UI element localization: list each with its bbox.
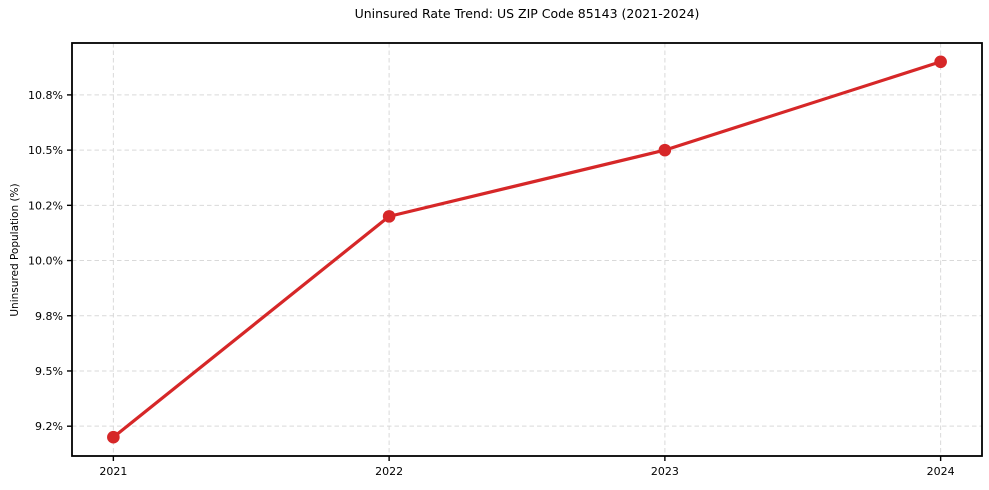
x-tick-label: 2023 [651, 465, 679, 478]
data-point [658, 143, 672, 157]
data-point [107, 430, 120, 444]
trend-line [111, 60, 943, 439]
y-tick-label: 9.8% [35, 310, 63, 323]
y-tick-label: 10.0% [28, 255, 63, 268]
y-tick-label: 9.5% [35, 365, 63, 378]
plot-border [71, 42, 983, 457]
chart-title: Uninsured Rate Trend: US ZIP Code 85143 … [354, 6, 700, 21]
y-tick-label: 10.2% [28, 199, 63, 212]
y-tick-label: 10.5% [28, 144, 63, 157]
data-point [934, 55, 947, 69]
y-tick-label: 9.2% [35, 420, 63, 433]
y-tick-label: 10.8% [28, 89, 63, 102]
data-point [382, 210, 396, 223]
x-tick-label: 2021 [99, 465, 127, 478]
x-tick-label: 2024 [927, 465, 955, 478]
x-tick-label: 2022 [375, 465, 403, 478]
